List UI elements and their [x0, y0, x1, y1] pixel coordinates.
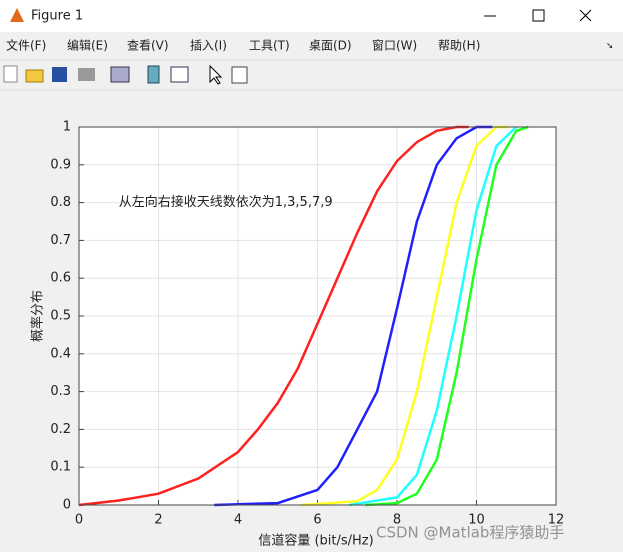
y-tick-label: 0.1: [50, 460, 71, 475]
close-button[interactable]: [579, 9, 592, 22]
y-tick-label: 0.2: [50, 422, 71, 437]
toolbar: [3, 64, 248, 85]
x-tick-label: 2: [154, 513, 162, 528]
cdf-line: [214, 125, 493, 507]
cdf-line: [349, 126, 518, 507]
open-icon[interactable]: [25, 69, 44, 83]
menu-item[interactable]: 桌面(D): [309, 39, 352, 53]
legend-icon[interactable]: [170, 66, 189, 83]
menu-item[interactable]: 编辑(E): [67, 38, 108, 53]
y-tick-label: 0.9: [50, 157, 71, 172]
menu-bar: 文件(F) 编辑(E) 查看(V) 插入(I) 工具(T) 桌面(D) 窗口(W) 帮助(H): [6, 38, 480, 53]
menu-arrow: ➘: [606, 42, 614, 52]
y-tick-label: 0.6: [50, 271, 71, 286]
x-axis-label: 信道容量 (bit/s/Hz): [258, 533, 373, 549]
x-tick-label: 8: [393, 513, 401, 528]
x-tick-label: 4: [234, 513, 242, 528]
new-icon[interactable]: [3, 65, 18, 83]
menu-item[interactable]: 插入(I): [190, 39, 227, 53]
y-tick-label: 0.3: [50, 384, 71, 399]
axes-box: [78, 126, 557, 506]
menu-item[interactable]: 查看(V): [127, 39, 169, 53]
y-tick-label: 0.5: [50, 309, 71, 324]
title-bar: [0, 0, 623, 32]
menu-item[interactable]: 窗口(W): [372, 39, 417, 53]
y-tick-label: 1: [63, 120, 71, 135]
menu-item[interactable]: 文件(F): [6, 38, 46, 53]
property-icon[interactable]: [231, 66, 248, 84]
cdf-line: [301, 125, 509, 507]
window-title: Figure 1: [31, 9, 83, 24]
y-tick-label: 0.4: [50, 346, 71, 361]
print-icon[interactable]: [78, 68, 95, 81]
menu-item[interactable]: 工具(T): [249, 39, 290, 53]
x-tick-label: 6: [313, 513, 321, 528]
app-icon: [10, 8, 24, 22]
menu-item[interactable]: 帮助(H): [438, 39, 480, 53]
maximize-button[interactable]: [532, 9, 545, 22]
x-tick-label: 10: [468, 513, 485, 528]
annotation: 从左向右接收天线数依次为1,3,5,7,9: [119, 194, 333, 210]
watermark: CSDN @Matlab程序猿助手: [376, 524, 564, 542]
y-tick-label: 0.7: [50, 233, 71, 248]
cdf-line: [78, 125, 469, 507]
y-axis-label: 概率分布: [30, 290, 46, 342]
cdf-line: [365, 125, 529, 507]
save-icon[interactable]: [52, 67, 67, 82]
x-tick-label: 12: [548, 513, 565, 528]
link-icon[interactable]: [110, 66, 130, 83]
x-tick-label: 0: [75, 513, 83, 528]
y-tick-label: 0: [63, 498, 71, 513]
y-tick-label: 0.8: [50, 195, 71, 210]
colorbar-icon[interactable]: [147, 65, 160, 84]
pointer-icon[interactable]: [209, 64, 223, 85]
